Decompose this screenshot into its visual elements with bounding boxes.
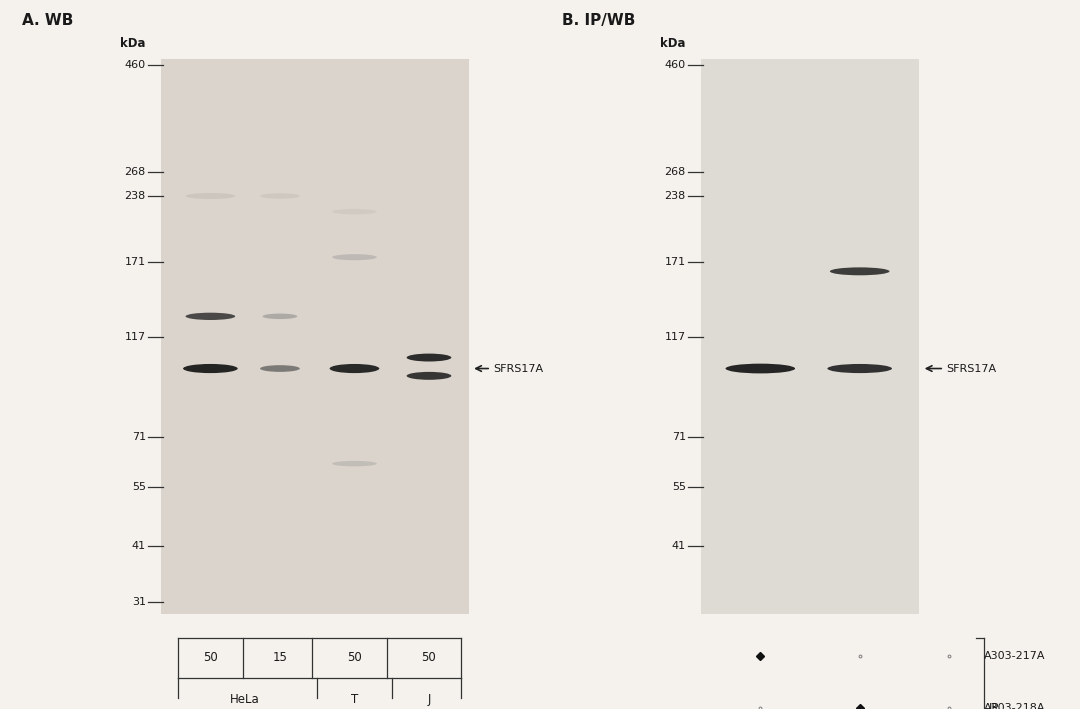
Text: HeLa: HeLa <box>230 693 260 706</box>
Text: 15: 15 <box>272 652 287 664</box>
Text: 238: 238 <box>124 191 146 201</box>
Ellipse shape <box>827 364 892 373</box>
Ellipse shape <box>262 313 297 319</box>
Text: IP: IP <box>989 702 999 709</box>
Text: 117: 117 <box>664 333 686 342</box>
Ellipse shape <box>333 461 377 467</box>
Text: 50: 50 <box>421 652 436 664</box>
Ellipse shape <box>333 254 377 260</box>
Ellipse shape <box>333 209 377 214</box>
Ellipse shape <box>829 267 890 275</box>
Text: 117: 117 <box>124 333 146 342</box>
Ellipse shape <box>186 193 235 199</box>
Text: 71: 71 <box>132 432 146 442</box>
Text: 171: 171 <box>124 257 146 267</box>
Ellipse shape <box>726 364 795 374</box>
Ellipse shape <box>407 354 451 362</box>
Text: 55: 55 <box>672 482 686 493</box>
Text: 268: 268 <box>124 167 146 177</box>
Text: SFRS17A: SFRS17A <box>494 364 543 374</box>
Text: 71: 71 <box>672 432 686 442</box>
Text: 31: 31 <box>132 596 146 606</box>
Text: 41: 41 <box>672 541 686 551</box>
Text: 55: 55 <box>132 482 146 493</box>
Text: kDa: kDa <box>120 37 146 50</box>
Text: A. WB: A. WB <box>22 13 73 28</box>
Text: T: T <box>351 693 359 706</box>
Text: J: J <box>428 693 431 706</box>
Text: B. IP/WB: B. IP/WB <box>562 13 635 28</box>
Text: 50: 50 <box>347 652 362 664</box>
Ellipse shape <box>184 364 238 373</box>
Text: kDa: kDa <box>660 37 686 50</box>
Ellipse shape <box>260 365 300 372</box>
Bar <box>161 59 469 614</box>
Bar <box>701 59 919 614</box>
Ellipse shape <box>186 313 235 320</box>
Text: 50: 50 <box>203 652 218 664</box>
Text: A303-218A: A303-218A <box>984 703 1045 709</box>
Ellipse shape <box>260 194 300 199</box>
Ellipse shape <box>407 372 451 380</box>
Text: 460: 460 <box>124 60 146 70</box>
Ellipse shape <box>329 364 379 373</box>
Text: A303-217A: A303-217A <box>984 652 1045 661</box>
Text: 171: 171 <box>664 257 686 267</box>
Text: 41: 41 <box>132 541 146 551</box>
Text: 268: 268 <box>664 167 686 177</box>
Text: 460: 460 <box>664 60 686 70</box>
Text: SFRS17A: SFRS17A <box>947 364 997 374</box>
Text: 238: 238 <box>664 191 686 201</box>
